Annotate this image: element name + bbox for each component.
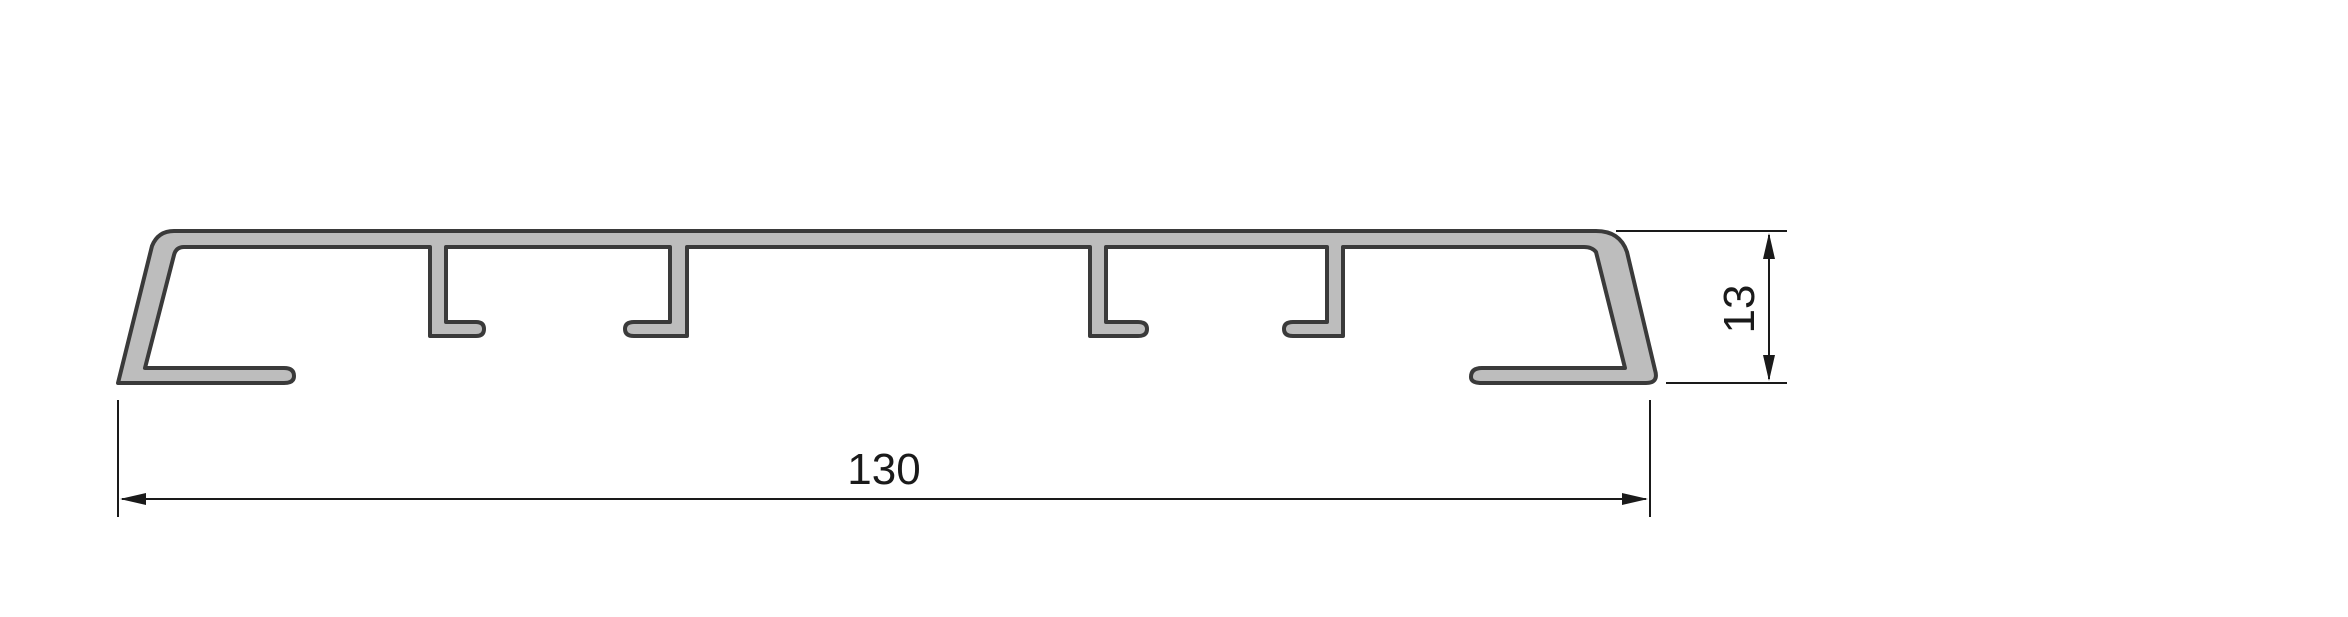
width-dimension: 130 bbox=[117, 400, 1651, 517]
height-dimension-value: 13 bbox=[1715, 285, 1764, 334]
height-arrowhead-bottom bbox=[1763, 355, 1775, 381]
height-arrowhead-top bbox=[1763, 233, 1775, 259]
width-arrowhead-left bbox=[120, 493, 146, 505]
height-dimension: 13 bbox=[1616, 230, 1787, 384]
profile-cross-section bbox=[116, 229, 1658, 385]
width-dimension-value: 130 bbox=[847, 445, 920, 494]
width-arrowhead-right bbox=[1622, 493, 1648, 505]
